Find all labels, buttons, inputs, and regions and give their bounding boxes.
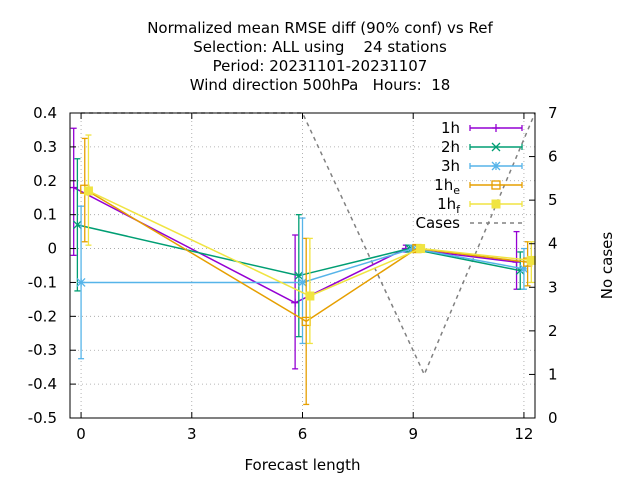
series-1h: [69, 127, 521, 370]
title-line: Wind direction 500hPa Hours: 18: [190, 76, 451, 94]
title-line: Period: 20231101-20231107: [213, 57, 428, 75]
y-tick-label: -0.1: [28, 273, 57, 291]
point-marker: [526, 255, 536, 265]
point-marker: [83, 186, 93, 196]
x-tick-label: 9: [408, 425, 418, 443]
point-marker: [491, 199, 501, 209]
series-line: [73, 186, 517, 304]
series-3h: [76, 205, 529, 360]
series-line: [81, 247, 525, 284]
legend-label: 1hf: [437, 195, 461, 216]
cases-series: [81, 112, 536, 377]
legend-label-base: 2h: [441, 138, 460, 156]
y-tick-label: -0.5: [28, 409, 57, 427]
point-marker: [491, 142, 501, 152]
cases-line: [81, 112, 536, 377]
legend-label: 1he: [434, 176, 460, 197]
point-marker: [69, 183, 78, 192]
y-tick-label: -0.3: [28, 341, 57, 359]
point-marker: [491, 161, 501, 171]
point-marker: [492, 124, 500, 132]
y-tick-label: -0.2: [28, 307, 57, 325]
point-marker: [491, 180, 501, 190]
legend-label-subscript: e: [453, 184, 460, 197]
y2-tick-label: 1: [548, 365, 558, 383]
legend-label-base: 1h: [441, 119, 460, 137]
legend-label: 1h: [441, 119, 460, 137]
point-marker: [519, 264, 529, 274]
point-marker: [291, 298, 300, 307]
y2-axis-label: No cases: [598, 232, 616, 300]
legend-label-base: 3h: [441, 157, 460, 175]
y-axis-ticks: 0.4 0.3 0.2 0.1 0 -0.1 -0.2 -0.3 -0.4 -0.5: [28, 104, 76, 427]
point-marker: [294, 271, 304, 281]
y-tick-label: 0.3: [33, 138, 57, 156]
y-tick-label: -0.4: [28, 375, 57, 393]
chart-title: Normalized mean RMSE diff (90% conf) vs …: [147, 19, 493, 94]
y2-axis-ticks: 7 6 5 4 3 2 1 0: [529, 104, 558, 427]
legend-label: Cases: [415, 214, 460, 232]
series-1hf: [83, 134, 536, 345]
y-tick-label: 0: [47, 240, 57, 258]
legend-label: 2h: [441, 138, 460, 156]
point-marker: [298, 277, 307, 287]
x-tick-label: 0: [76, 425, 86, 443]
x-tick-label: 3: [187, 425, 197, 443]
y2-tick-label: 4: [548, 235, 558, 253]
y2-tick-label: 3: [548, 278, 558, 296]
legend-label-subscript: f: [456, 203, 461, 216]
x-axis-label: Forecast length: [244, 456, 360, 474]
y-tick-label: 0.4: [33, 104, 57, 122]
series-line: [84, 188, 528, 323]
y-tick-label: 0.1: [33, 206, 57, 224]
y2-tick-label: 0: [548, 409, 558, 427]
y-tick-label: 0.2: [33, 172, 57, 190]
point-marker: [76, 277, 86, 287]
y2-tick-label: 5: [548, 191, 558, 209]
title-line: Selection: ALL using 24 stations: [193, 38, 447, 56]
series-layer: [69, 127, 536, 406]
x-tick-label: 12: [514, 425, 533, 443]
point-marker: [416, 244, 426, 254]
point-marker: [305, 291, 315, 301]
legend-label-base: 1h: [437, 195, 456, 213]
y2-tick-label: 7: [548, 104, 558, 122]
y2-tick-label: 6: [548, 148, 558, 166]
title-line: Normalized mean RMSE diff (90% conf) vs …: [147, 19, 493, 37]
legend-label-base: 1h: [434, 176, 453, 194]
point-marker: [72, 220, 82, 230]
x-tick-label: 6: [298, 425, 308, 443]
legend-label: 3h: [441, 157, 460, 175]
series-1he: [80, 137, 533, 406]
series-line: [88, 190, 532, 297]
y2-tick-label: 2: [548, 322, 558, 340]
x-axis-ticks: 0 3 6 9 12: [76, 113, 533, 443]
